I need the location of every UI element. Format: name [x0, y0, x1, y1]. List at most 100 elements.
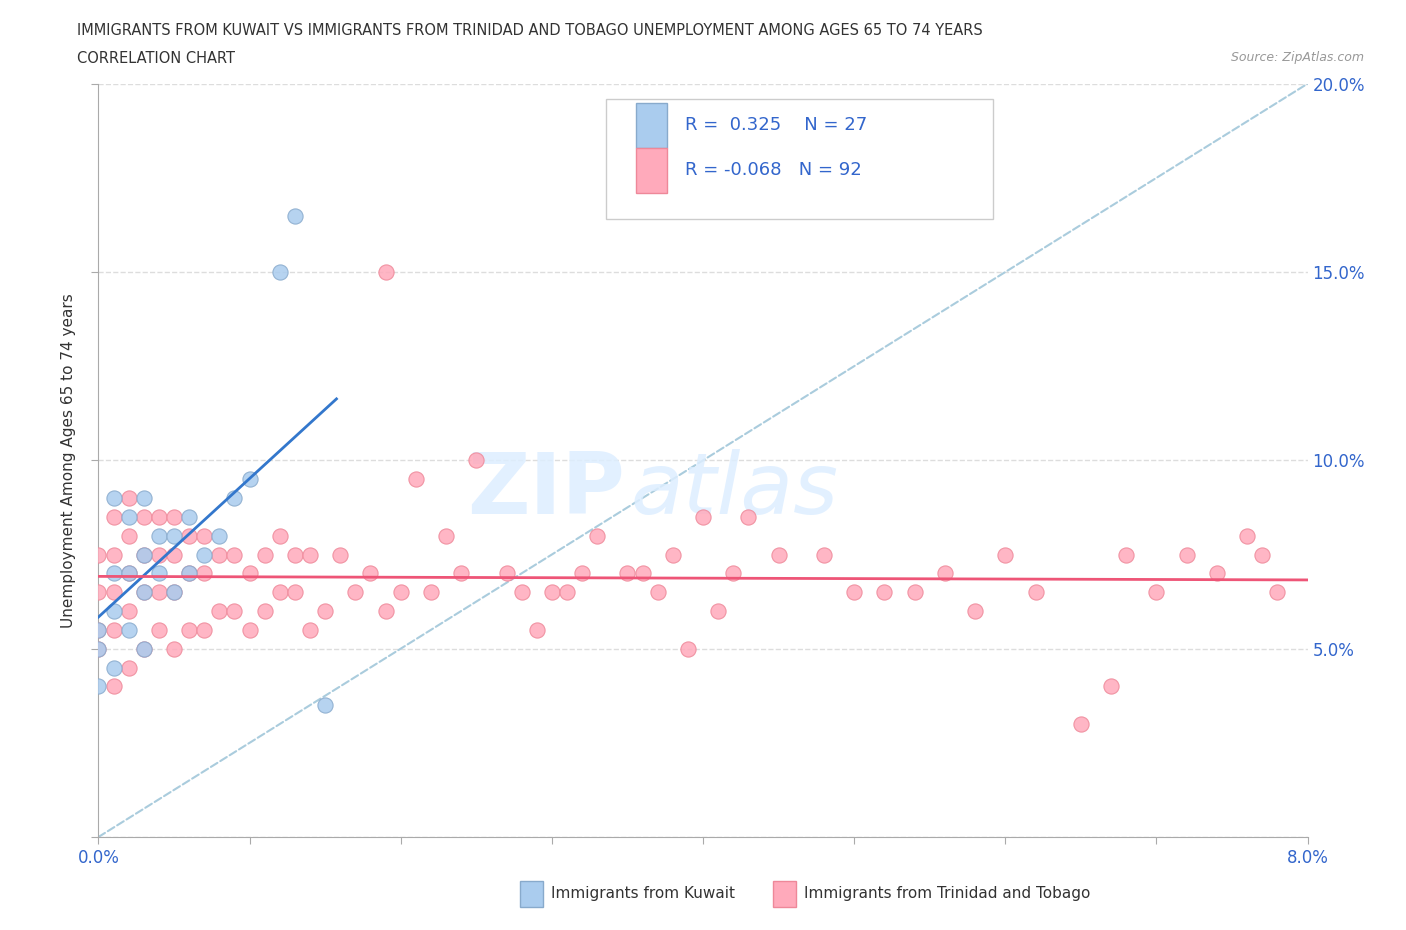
Point — [299, 547, 322, 562]
FancyBboxPatch shape — [606, 99, 993, 219]
Point — [344, 585, 367, 600]
Point — [103, 622, 125, 637]
Point — [768, 547, 790, 562]
Point — [118, 491, 141, 506]
Point — [1099, 679, 1122, 694]
Point — [269, 585, 291, 600]
Point — [647, 585, 669, 600]
Point — [1267, 585, 1289, 600]
Point — [994, 547, 1017, 562]
Point — [179, 565, 201, 580]
Point — [148, 585, 170, 600]
Text: CORRELATION CHART: CORRELATION CHART — [77, 51, 235, 66]
Text: Immigrants from Trinidad and Tobago: Immigrants from Trinidad and Tobago — [804, 886, 1091, 901]
Point — [420, 585, 443, 600]
Point — [813, 547, 835, 562]
Point — [208, 604, 231, 618]
Point — [103, 510, 125, 525]
Point — [253, 547, 276, 562]
Point — [163, 547, 186, 562]
Point — [87, 622, 110, 637]
Text: R = -0.068   N = 92: R = -0.068 N = 92 — [685, 161, 862, 179]
Point — [163, 585, 186, 600]
Point — [148, 528, 170, 543]
Point — [465, 453, 488, 468]
Point — [299, 622, 322, 637]
Point — [103, 565, 125, 580]
Point — [1236, 528, 1258, 543]
Point — [179, 510, 201, 525]
Point — [616, 565, 638, 580]
Point — [224, 604, 246, 618]
Point — [193, 547, 215, 562]
Point — [844, 585, 866, 600]
Point — [118, 604, 141, 618]
Point — [163, 528, 186, 543]
Point — [118, 565, 141, 580]
Point — [707, 604, 730, 618]
Point — [723, 565, 745, 580]
Point — [540, 585, 562, 600]
FancyBboxPatch shape — [637, 148, 666, 193]
Point — [103, 660, 125, 675]
Point — [103, 585, 125, 600]
Text: Immigrants from Kuwait: Immigrants from Kuwait — [551, 886, 735, 901]
Point — [965, 604, 987, 618]
Point — [148, 510, 170, 525]
Text: ZIP: ZIP — [467, 449, 624, 532]
Point — [193, 565, 215, 580]
Point — [132, 585, 155, 600]
Point — [239, 622, 262, 637]
Point — [661, 547, 683, 562]
Point — [87, 622, 110, 637]
Point — [118, 565, 141, 580]
Point — [103, 604, 125, 618]
Point — [329, 547, 352, 562]
Point — [676, 642, 699, 657]
Point — [284, 585, 307, 600]
Point — [692, 510, 714, 525]
Point — [450, 565, 472, 580]
Point — [193, 528, 215, 543]
Point — [179, 565, 201, 580]
Point — [526, 622, 548, 637]
Text: atlas: atlas — [630, 449, 838, 532]
Point — [118, 660, 141, 675]
Point — [1070, 717, 1092, 732]
Point — [224, 491, 246, 506]
Point — [118, 528, 141, 543]
Point — [510, 585, 533, 600]
Point — [163, 510, 186, 525]
Point — [118, 622, 141, 637]
Point — [269, 528, 291, 543]
Point — [405, 472, 427, 486]
Text: R =  0.325    N = 27: R = 0.325 N = 27 — [685, 116, 868, 134]
Point — [389, 585, 412, 600]
Point — [1175, 547, 1198, 562]
Point — [737, 510, 759, 525]
Point — [374, 264, 396, 279]
Point — [163, 642, 186, 657]
Point — [1115, 547, 1137, 562]
Point — [132, 547, 155, 562]
Point — [873, 585, 896, 600]
Point — [132, 642, 155, 657]
Point — [87, 642, 110, 657]
Text: Source: ZipAtlas.com: Source: ZipAtlas.com — [1230, 51, 1364, 64]
Point — [132, 491, 155, 506]
Point — [284, 208, 307, 223]
Point — [314, 604, 336, 618]
Text: IMMIGRANTS FROM KUWAIT VS IMMIGRANTS FROM TRINIDAD AND TOBAGO UNEMPLOYMENT AMONG: IMMIGRANTS FROM KUWAIT VS IMMIGRANTS FRO… — [77, 23, 983, 38]
Point — [434, 528, 457, 543]
Point — [586, 528, 609, 543]
Point — [904, 585, 927, 600]
Point — [253, 604, 276, 618]
Point — [87, 547, 110, 562]
Point — [284, 547, 307, 562]
Point — [1206, 565, 1229, 580]
FancyBboxPatch shape — [637, 102, 666, 148]
Point — [132, 585, 155, 600]
Point — [163, 585, 186, 600]
Point — [208, 547, 231, 562]
Point — [87, 679, 110, 694]
